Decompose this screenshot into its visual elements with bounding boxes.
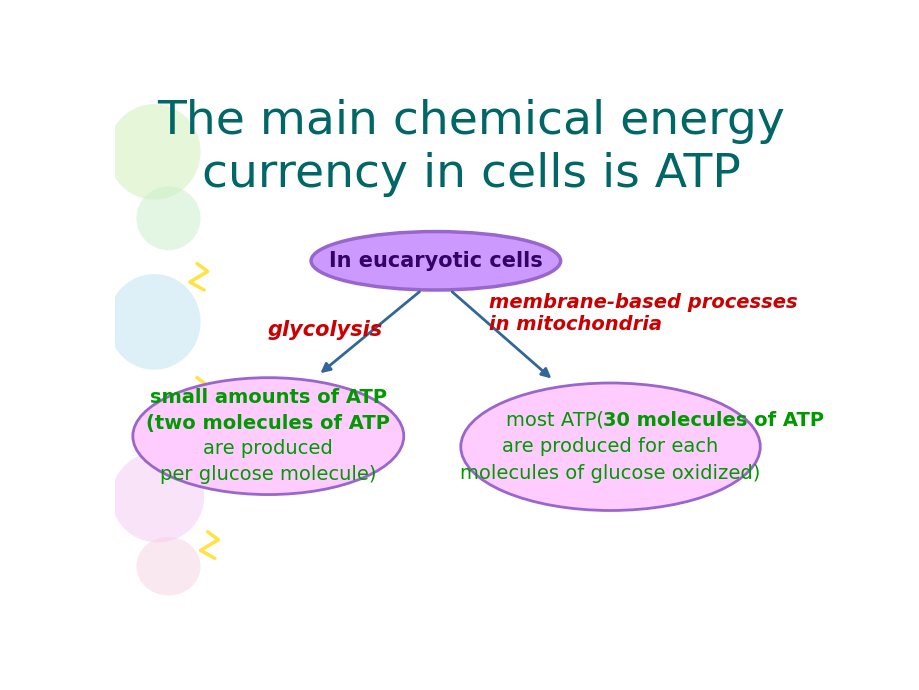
Text: In eucaryotic cells: In eucaryotic cells xyxy=(329,250,542,270)
Text: small amounts of ATP: small amounts of ATP xyxy=(150,388,386,407)
Text: The main chemical energy
currency in cells is ATP: The main chemical energy currency in cel… xyxy=(157,99,785,197)
Ellipse shape xyxy=(108,274,200,370)
Ellipse shape xyxy=(136,186,200,250)
Ellipse shape xyxy=(460,383,759,511)
Ellipse shape xyxy=(136,537,200,595)
Text: most ATP(: most ATP( xyxy=(505,411,603,430)
Text: (two molecules of ATP: (two molecules of ATP xyxy=(146,414,390,433)
Ellipse shape xyxy=(311,232,560,290)
Text: membrane-based processes
in mitochondria: membrane-based processes in mitochondria xyxy=(489,293,797,335)
Ellipse shape xyxy=(108,104,200,199)
Text: are produced: are produced xyxy=(203,440,333,458)
Text: are produced for each: are produced for each xyxy=(502,437,718,456)
Text: per glucose molecule): per glucose molecule) xyxy=(160,465,376,484)
Ellipse shape xyxy=(111,452,204,542)
Text: glycolysis: glycolysis xyxy=(267,320,382,340)
Text: molecules of glucose oxidized): molecules of glucose oxidized) xyxy=(460,464,760,483)
Text: 30 molecules of ATP: 30 molecules of ATP xyxy=(603,411,823,430)
Ellipse shape xyxy=(132,377,403,495)
